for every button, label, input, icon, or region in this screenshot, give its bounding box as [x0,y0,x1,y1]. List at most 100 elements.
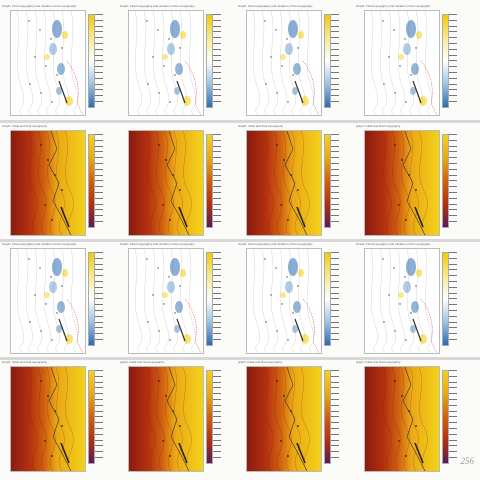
colorbar-tick [213,439,221,441]
y-tick: · [238,103,239,107]
colorbar-tick [95,315,103,317]
colorbar-tick [331,101,339,102]
colorbar-tick [331,321,339,323]
colorbar-ticks [331,252,351,344]
colorbar-tick [213,416,221,417]
colorbar-tick [95,25,103,27]
colorbar-tick [213,174,221,176]
colorbar-tick [331,451,339,452]
y-tick: · [120,247,121,250]
colorbar-tick [95,14,103,15]
colorbar-ticks [95,14,115,106]
colorbar-tick [213,89,221,90]
colorbar [324,370,331,464]
colorbar-tick [95,292,103,294]
y-tick: · [356,223,357,227]
colorbar-tick [331,25,339,27]
colorbar-tick [449,428,457,429]
y-tick: · [2,9,3,12]
colorbar-tick [449,151,457,152]
y-tick: · [238,365,239,368]
topography-variation-map [246,10,322,116]
y-tick: · [120,303,121,307]
topography-variation-map [364,248,440,354]
y-tick: · [356,9,357,12]
map-panel: Graph: Final topography and variation of… [238,4,354,120]
colorbar-tick [95,134,103,135]
y-tick: · [238,402,239,406]
topography-heatmap [128,366,204,472]
colorbar-tick [95,445,103,446]
y-axis-ticks: · · · · · · [238,365,246,470]
y-axis-ticks: · · · · · · [120,9,128,114]
colorbar-tick [213,310,221,311]
colorbar-tick [331,275,339,276]
map-panel: graph: Initial and final topography · · · · ·… [238,360,354,476]
y-tick: · [120,459,121,463]
y-tick: · [356,185,357,189]
colorbar-tick [449,134,457,135]
colorbar-tick [213,252,221,253]
colorbar-tick [449,457,457,458]
y-tick: · [356,383,357,387]
map-panel: graph: Initial and final topography · · · · ·… [120,360,236,476]
colorbar-ticks [449,370,469,462]
colorbar-tick [449,54,457,56]
map-panel: Graph: Initial and final topography · · · · ·… [238,124,354,240]
colorbar-tick [331,393,339,394]
map-panel: Graph: Final topography and variation of… [2,242,118,358]
colorbar-tick [331,333,339,334]
colorbar [442,252,449,346]
page-number: 256 [460,456,475,466]
colorbar-tick [95,168,103,170]
map-panel: Graph: Initial and final topography · · · · ·… [2,360,118,476]
colorbar-tick [331,163,339,164]
colorbar-tick [331,327,339,328]
y-tick: · [238,46,239,50]
colorbar-tick [95,281,103,282]
colorbar-tick [213,381,221,383]
colorbar-tick [95,101,103,102]
y-tick: · [356,65,357,69]
colorbar-tick [95,422,103,423]
colorbar-tick [213,209,221,210]
y-tick: · [120,341,121,345]
colorbar-tick [213,203,221,205]
colorbar-tick [331,286,339,288]
panel-title: Graph: Final topography and variation of… [2,4,77,8]
colorbar-tick [95,89,103,90]
y-tick: · [356,365,357,368]
y-tick: · [2,265,3,269]
panel-title: Graph: Final topography and variation of… [356,242,431,246]
colorbar-tick [95,60,103,61]
colorbar [206,14,213,108]
colorbar-tick [95,370,103,371]
colorbar-tick [331,186,339,187]
y-tick: · [120,322,121,326]
colorbar-tick [213,292,221,294]
y-axis-ticks: · · · · · · [356,9,364,114]
colorbar-tick [95,163,103,164]
colorbar-tick [213,263,221,265]
y-tick: · [356,84,357,88]
colorbar-tick [449,83,457,85]
y-tick: · [356,440,357,444]
colorbar-tick [449,180,457,181]
colorbar-tick [213,145,221,147]
colorbar-tick [331,387,339,388]
colorbar-tick [331,422,339,423]
colorbar-tick [95,399,103,400]
colorbar-tick [95,43,103,44]
y-tick: · [238,27,239,31]
y-tick: · [238,147,239,151]
y-tick: · [120,166,121,170]
y-tick: · [238,284,239,288]
colorbar-tick [213,192,221,193]
colorbar-tick [331,203,339,205]
colorbar-tick [449,215,457,216]
colorbar-tick [449,209,457,210]
colorbar-tick [331,209,339,210]
colorbar-tick [213,215,221,216]
colorbar-tick [331,60,339,61]
y-tick: · [2,284,3,288]
